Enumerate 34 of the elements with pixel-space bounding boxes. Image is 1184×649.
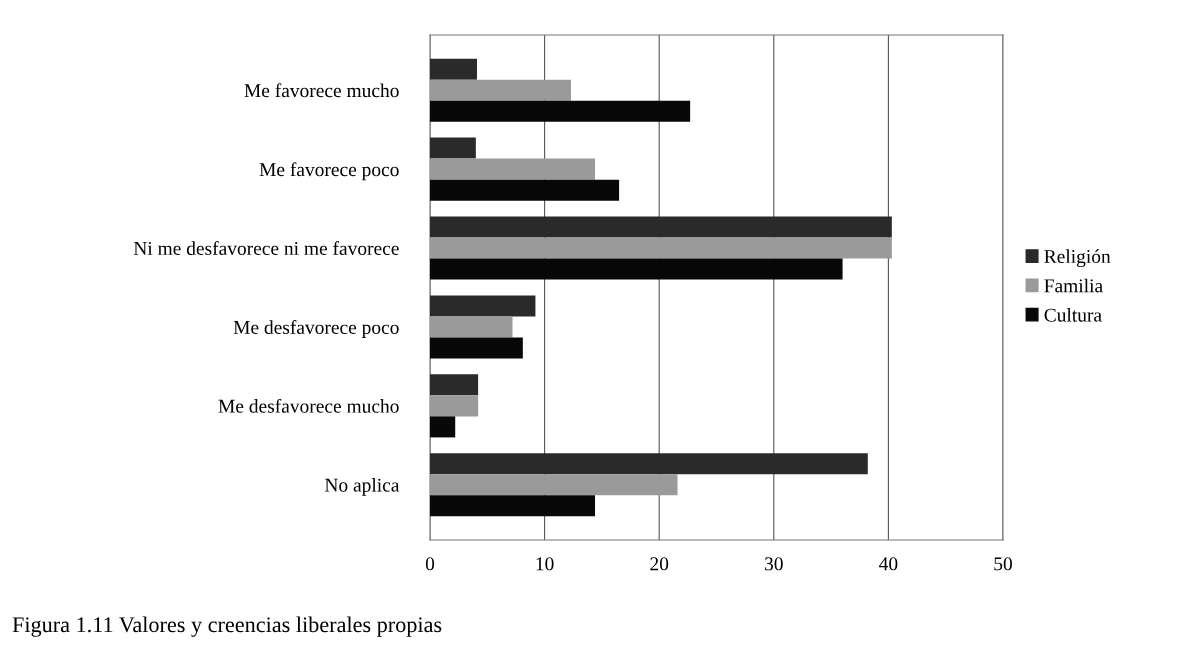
x-tick-label: 50	[994, 557, 1012, 571]
bar	[430, 100, 691, 122]
y-tick-label: Me desfavorece mucho	[218, 398, 399, 413]
legend-label: Religión	[1044, 249, 1111, 268]
y-tick-label: Ni me desfavorece ni me favorece	[133, 241, 399, 255]
bar	[430, 416, 456, 438]
x-tick-label: 0	[425, 557, 435, 571]
x-tick-label: 40	[879, 557, 898, 571]
bar	[430, 337, 523, 359]
bar	[430, 237, 892, 259]
bar	[430, 374, 479, 396]
y-tick-label: Me favorece mucho	[244, 83, 399, 98]
bar	[430, 58, 477, 80]
x-tick-label: 20	[650, 557, 669, 571]
legend-label: Familia	[1044, 278, 1103, 293]
text: Figura 1.11 Valores y creencias liberales propias	[12, 616, 442, 637]
bar	[430, 395, 479, 417]
x-tick-label: 30	[765, 557, 783, 571]
x-tick-label: 10	[536, 557, 554, 571]
bar	[430, 179, 620, 201]
y-tick-label: No aplica	[324, 478, 400, 496]
bar	[430, 316, 513, 338]
legend-label: Cultura	[1044, 308, 1102, 322]
bar	[430, 258, 843, 280]
bar	[430, 295, 536, 317]
y-tick-label: Me desfavorece poco	[233, 320, 399, 338]
bar	[430, 216, 892, 238]
bar	[430, 79, 571, 101]
bar	[430, 495, 596, 517]
bar	[430, 137, 476, 159]
y-tick-label: Me favorece poco	[259, 162, 399, 181]
bar	[430, 474, 678, 496]
bar	[430, 453, 868, 475]
bar	[430, 158, 596, 180]
